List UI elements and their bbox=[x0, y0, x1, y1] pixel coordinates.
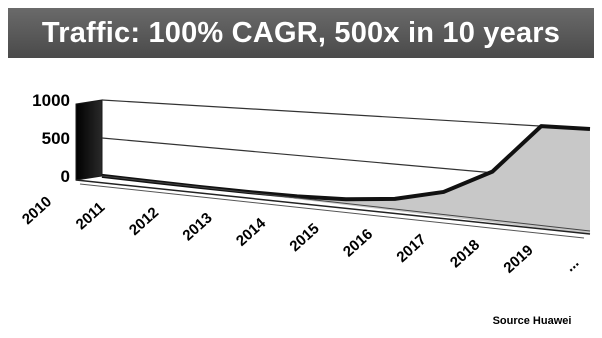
x-tick-label: 2011 bbox=[73, 199, 109, 233]
floor-line-edge bbox=[79, 183, 585, 239]
x-tick-label: 2018 bbox=[447, 236, 483, 271]
x-tick-label: 2015 bbox=[286, 220, 322, 255]
x-tick-label: ... bbox=[562, 254, 583, 275]
x-tick-label: 2016 bbox=[340, 226, 376, 261]
source-note: Source Huawei bbox=[493, 315, 572, 327]
x-tick-label: 2019 bbox=[500, 242, 536, 277]
x-tick-label: 2014 bbox=[233, 214, 270, 249]
y-tick-label: 500 bbox=[42, 129, 70, 148]
y-tick-label: 1000 bbox=[32, 91, 70, 110]
x-tick-label: 2013 bbox=[179, 209, 215, 244]
y-tick-label: 0 bbox=[61, 167, 70, 186]
area-fill bbox=[102, 126, 590, 234]
floor-line-back bbox=[101, 175, 591, 232]
chart-back-wall bbox=[75, 99, 103, 181]
floor-line-front bbox=[75, 179, 591, 235]
x-tick-label: 2010 bbox=[19, 193, 55, 228]
x-tick-label: 2012 bbox=[126, 204, 162, 239]
chart-plot-area: 0 500 1000 2010 2011 2012 2013 2014 2015 2016 2017… bbox=[19, 91, 591, 327]
title-bar: Traffic: 100% CAGR, 500x in 10 years bbox=[8, 8, 594, 58]
x-tick-label: 2017 bbox=[393, 231, 429, 266]
gridline bbox=[101, 99, 591, 130]
page-title: Traffic: 100% CAGR, 500x in 10 years bbox=[41, 16, 561, 49]
